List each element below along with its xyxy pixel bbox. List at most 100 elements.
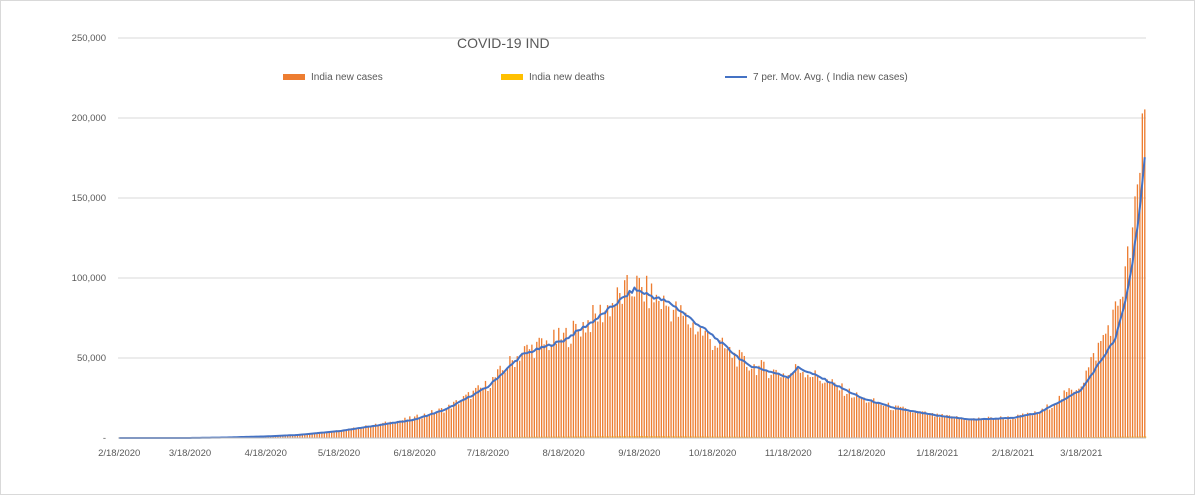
bar-new-cases xyxy=(699,327,702,438)
bar-new-cases xyxy=(873,398,875,438)
bar-new-cases xyxy=(448,404,450,438)
bar-new-cases xyxy=(809,377,811,438)
bar-new-cases xyxy=(333,431,335,438)
bar-new-cases xyxy=(431,410,433,438)
bar-new-cases xyxy=(953,418,955,438)
bar-new-cases xyxy=(567,347,570,438)
bar-new-cases xyxy=(321,432,323,438)
bar-new-cases xyxy=(755,375,758,438)
bar-new-cases xyxy=(885,404,887,438)
bar-new-cases xyxy=(929,413,931,438)
bar-new-cases xyxy=(841,383,843,438)
bar-new-cases xyxy=(284,435,286,438)
bar-new-cases xyxy=(660,309,662,438)
bar-new-cases xyxy=(484,380,487,438)
bar-new-cases xyxy=(604,310,606,438)
bar-new-cases xyxy=(472,390,474,438)
bar-new-cases xyxy=(812,376,814,438)
bar-new-cases xyxy=(453,401,455,438)
bar-new-deaths xyxy=(583,436,585,438)
bar-new-cases xyxy=(958,418,960,438)
y-tick-label: 200,000 xyxy=(72,113,106,124)
bar-new-deaths xyxy=(1135,436,1137,438)
bar-new-cases xyxy=(843,395,846,438)
bar-new-cases xyxy=(1117,305,1119,438)
bar-new-deaths xyxy=(576,436,578,438)
bar-new-cases xyxy=(643,301,645,438)
bar-new-cases xyxy=(323,432,326,438)
bar-new-cases xyxy=(687,324,689,438)
bar-new-deaths xyxy=(735,436,736,438)
bar-new-cases xyxy=(1112,309,1114,438)
bar-new-cases xyxy=(445,408,448,438)
bar-new-deaths xyxy=(693,436,695,438)
bar-new-cases xyxy=(477,385,479,438)
bar-new-cases xyxy=(721,337,724,438)
bar-new-cases xyxy=(1068,388,1070,438)
bar-new-deaths xyxy=(766,436,768,438)
bar-new-cases xyxy=(426,415,428,438)
bar-new-cases xyxy=(492,376,494,438)
bar-new-cases xyxy=(1087,367,1090,438)
bar-new-cases xyxy=(523,346,526,438)
bar-new-cases xyxy=(465,394,467,438)
bar-new-deaths xyxy=(732,436,734,438)
bar-new-cases xyxy=(438,408,440,438)
bar-new-cases xyxy=(787,375,789,438)
bar-new-cases xyxy=(680,305,682,438)
bar-new-cases xyxy=(1002,418,1004,438)
bar-new-deaths xyxy=(544,436,546,438)
x-tick-label: 11/18/2020 xyxy=(765,448,812,459)
bar-new-cases xyxy=(624,280,626,438)
bar-new-cases xyxy=(711,350,714,438)
bar-new-cases xyxy=(279,435,282,438)
bar-new-cases xyxy=(638,277,640,438)
bar-new-cases xyxy=(970,418,973,438)
bar-new-cases xyxy=(1061,399,1063,438)
legend-item-new-deaths: India new deaths xyxy=(501,70,605,84)
bar-new-deaths xyxy=(740,436,741,438)
bar-new-deaths xyxy=(674,436,675,438)
bar-new-deaths xyxy=(705,436,707,438)
bar-new-cases xyxy=(1048,409,1051,438)
bar-new-cases xyxy=(328,431,330,438)
bar-new-deaths xyxy=(554,436,556,438)
bar-new-cases xyxy=(404,417,406,438)
bar-new-cases xyxy=(494,377,496,438)
bar-new-cases xyxy=(750,368,753,438)
bar-new-cases xyxy=(895,405,897,438)
x-axis-ticks: 2/18/2020 3/18/2020 4/18/2020 5/18/2020 6/18… xyxy=(98,448,1102,459)
bar-new-cases xyxy=(897,405,899,438)
bar-new-cases xyxy=(348,428,350,438)
bar-new-cases xyxy=(882,405,885,438)
bar-new-cases xyxy=(470,398,472,438)
bar-new-cases xyxy=(760,360,763,438)
bar-new-deaths xyxy=(510,436,512,438)
bar-new-deaths xyxy=(723,436,724,438)
bar-new-cases xyxy=(1078,388,1080,438)
bar-new-cases xyxy=(665,305,667,438)
bar-new-deaths xyxy=(591,436,592,438)
bar-new-cases xyxy=(575,323,577,438)
bar-new-deaths xyxy=(632,436,634,438)
bar-new-cases xyxy=(719,340,721,438)
bar-new-deaths xyxy=(752,436,754,438)
bar-new-cases xyxy=(294,435,296,438)
bar-new-cases xyxy=(423,413,426,438)
bar-new-deaths xyxy=(561,436,563,438)
y-axis-ticks: - 50,000 100,000 150,000 200,000 250,000 xyxy=(72,33,106,444)
bar-new-deaths xyxy=(671,436,673,438)
bar-new-cases xyxy=(1141,113,1144,439)
bar-new-cases xyxy=(912,412,914,438)
bar-new-cases xyxy=(831,379,833,438)
bar-new-cases xyxy=(985,418,987,438)
x-tick-label: 5/18/2020 xyxy=(318,448,360,459)
bar-new-cases xyxy=(931,413,934,438)
bar-new-cases xyxy=(772,369,775,438)
bar-new-cases xyxy=(291,435,294,438)
bar-new-cases xyxy=(1097,342,1100,438)
bar-new-cases xyxy=(968,420,970,438)
bar-new-cases xyxy=(807,374,809,438)
bar-new-cases xyxy=(401,420,404,438)
bar-new-cases xyxy=(560,339,562,438)
